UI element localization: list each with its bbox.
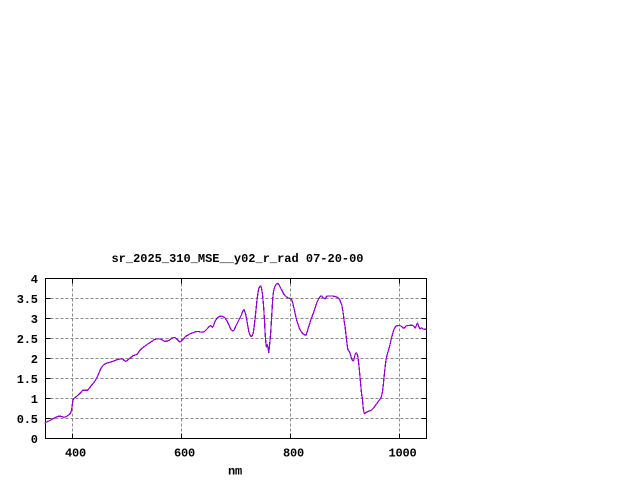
svg-text:3: 3: [31, 313, 38, 327]
svg-text:600: 600: [174, 447, 195, 461]
svg-text:400: 400: [65, 447, 86, 461]
svg-text:0.5: 0.5: [17, 413, 38, 427]
svg-text:1: 1: [31, 393, 38, 407]
svg-text:nm: nm: [228, 465, 242, 479]
svg-text:sr_2025_310_MSE__y02_r_rad 07-: sr_2025_310_MSE__y02_r_rad 07-20-00: [111, 252, 363, 266]
svg-text:0: 0: [31, 433, 38, 447]
svg-text:2.5: 2.5: [17, 333, 38, 347]
svg-text:4: 4: [31, 273, 38, 287]
svg-text:1.5: 1.5: [17, 373, 38, 387]
svg-text:800: 800: [283, 447, 304, 461]
svg-text:1000: 1000: [388, 447, 416, 461]
svg-text:2: 2: [31, 353, 38, 367]
svg-text:3.5: 3.5: [17, 293, 38, 307]
